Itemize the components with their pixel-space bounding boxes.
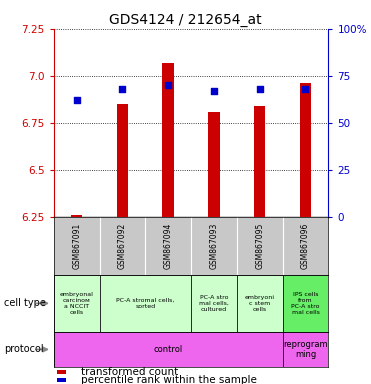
- Text: GSM867094: GSM867094: [164, 223, 173, 269]
- Text: GSM867093: GSM867093: [210, 223, 219, 269]
- Text: PC-A stro
mal cells,
cultured: PC-A stro mal cells, cultured: [199, 295, 229, 312]
- Bar: [300, 83, 311, 217]
- Bar: [56, 378, 66, 382]
- Bar: [237, 275, 283, 332]
- Text: reprogram
ming: reprogram ming: [283, 340, 328, 359]
- Bar: [117, 104, 128, 217]
- Text: GDS4124 / 212654_at: GDS4124 / 212654_at: [109, 13, 262, 27]
- Text: transformed count: transformed count: [81, 367, 178, 377]
- Text: percentile rank within the sample: percentile rank within the sample: [81, 375, 257, 384]
- Text: GSM867096: GSM867096: [301, 223, 310, 269]
- Bar: [283, 275, 328, 332]
- Point: [211, 88, 217, 94]
- Bar: [56, 370, 66, 374]
- Bar: [283, 332, 328, 367]
- Text: GSM867095: GSM867095: [255, 223, 264, 269]
- Bar: [254, 106, 265, 217]
- Text: embryonal
carcinoм
a NCCIT
cells: embryonal carcinoм a NCCIT cells: [60, 292, 93, 314]
- Point: [74, 97, 80, 103]
- Bar: [191, 275, 237, 332]
- Bar: [71, 215, 82, 217]
- Text: IPS cells
from
PC-A stro
mal cells: IPS cells from PC-A stro mal cells: [291, 292, 320, 314]
- Text: cell type: cell type: [4, 298, 46, 308]
- Bar: [54, 332, 283, 367]
- Point: [119, 86, 125, 92]
- Bar: [99, 275, 191, 332]
- Point: [302, 86, 308, 92]
- Bar: [54, 275, 99, 332]
- Text: embryoni
c stem
cells: embryoni c stem cells: [245, 295, 275, 312]
- Point: [165, 82, 171, 88]
- Text: PC-A stromal cells,
sorted: PC-A stromal cells, sorted: [116, 298, 174, 309]
- Text: control: control: [154, 345, 183, 354]
- Bar: [162, 63, 174, 217]
- Bar: [208, 112, 220, 217]
- Point: [257, 86, 263, 92]
- Text: GSM867092: GSM867092: [118, 223, 127, 269]
- Text: GSM867091: GSM867091: [72, 223, 81, 269]
- Text: protocol: protocol: [4, 344, 43, 354]
